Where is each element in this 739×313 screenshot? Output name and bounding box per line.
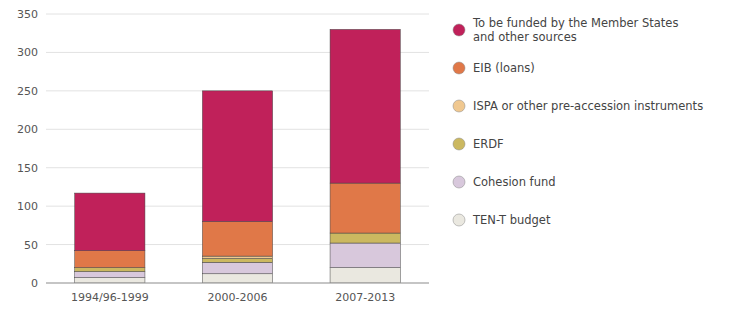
bar-segment xyxy=(75,271,145,277)
bars xyxy=(75,29,401,283)
bar-segment xyxy=(330,29,400,183)
y-tick-label: 100 xyxy=(17,200,38,213)
chart: 0 50 100 150 200 250 300 350 1994/96-1999 2000-20… xyxy=(0,0,739,313)
legend-label: TEN-T budget xyxy=(472,213,551,227)
bar-segment xyxy=(202,222,272,257)
legend: To be funded by the Member Statesand oth… xyxy=(453,16,703,227)
legend-swatch xyxy=(453,100,465,112)
legend-label: EIB (loans) xyxy=(473,61,535,75)
bar-segment xyxy=(202,274,272,283)
grid-line xyxy=(46,283,429,284)
y-tick-label: 250 xyxy=(17,85,38,98)
y-tick-label: 350 xyxy=(17,8,38,21)
legend-label: ISPA or other pre-accession instruments xyxy=(473,99,703,113)
grid-line xyxy=(46,14,429,15)
legend-swatch xyxy=(453,138,465,150)
x-tick-label: 2007-2013 xyxy=(335,291,395,304)
bar-segment xyxy=(75,193,145,251)
legend-label: To be funded by the Member Statesand oth… xyxy=(472,16,678,44)
y-axis: 0 50 100 150 200 250 300 350 xyxy=(17,8,429,290)
bar-segment xyxy=(330,183,400,233)
bar-segment xyxy=(202,258,272,262)
legend-swatch xyxy=(453,24,465,36)
legend-swatch xyxy=(453,214,465,226)
y-tick-label: 50 xyxy=(24,239,38,252)
bar-segment xyxy=(202,91,272,222)
legend-swatch xyxy=(453,176,465,188)
x-tick-label: 2000-2006 xyxy=(208,291,268,304)
bar-segment xyxy=(330,243,400,268)
bar-segment xyxy=(330,268,400,283)
x-tick-label: 1994/96-1999 xyxy=(71,291,149,304)
x-axis-line xyxy=(46,283,429,284)
y-tick-label: 200 xyxy=(17,123,38,136)
bar-segment xyxy=(202,262,272,274)
y-tick-label: 0 xyxy=(31,277,38,290)
y-tick-label: 300 xyxy=(17,46,38,59)
bar-segment xyxy=(202,256,272,258)
legend-label: Cohesion fund xyxy=(473,175,556,189)
bar-segment xyxy=(75,268,145,272)
legend-swatch xyxy=(453,62,465,74)
bar-segment xyxy=(75,278,145,283)
y-tick-label: 150 xyxy=(17,162,38,175)
bar-segment xyxy=(75,251,145,268)
legend-label: ERDF xyxy=(473,137,504,151)
bar-segment xyxy=(330,233,400,243)
